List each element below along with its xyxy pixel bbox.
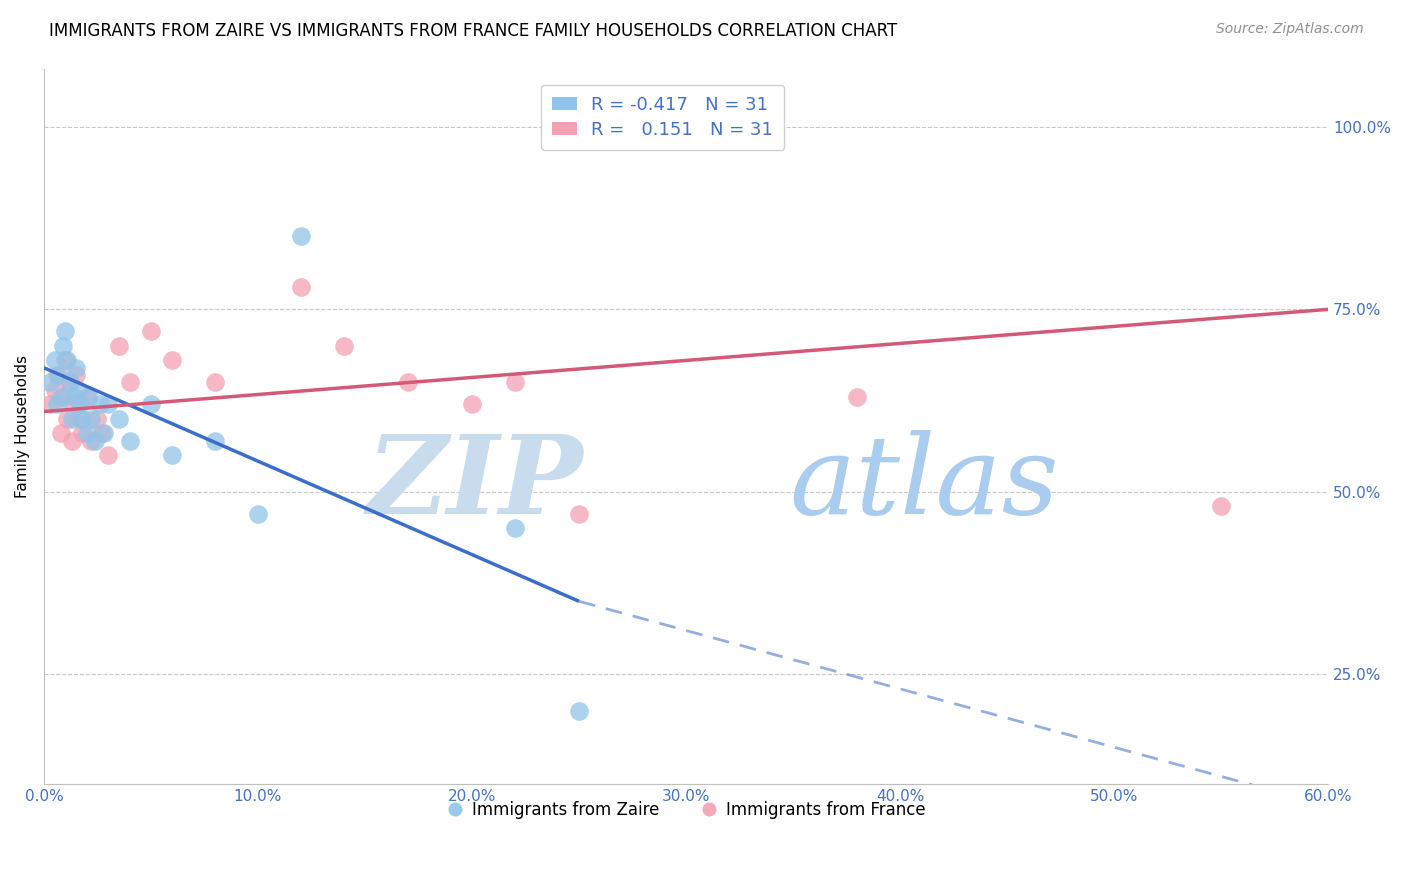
- Point: [107, 339, 129, 353]
- Point: [93, 426, 115, 441]
- Point: [80, 434, 103, 448]
- Point: [63, 390, 86, 404]
- Point: [290, 229, 312, 244]
- Point: [39, 376, 62, 390]
- Point: [461, 397, 484, 411]
- Point: [396, 376, 419, 390]
- Point: [118, 376, 141, 390]
- Point: [89, 397, 111, 411]
- Point: [53, 324, 76, 338]
- Point: [60, 412, 83, 426]
- Point: [204, 434, 226, 448]
- Point: [45, 397, 67, 411]
- Point: [72, 426, 94, 441]
- Point: [162, 448, 184, 462]
- Point: [56, 412, 79, 426]
- Point: [45, 368, 67, 382]
- Point: [139, 397, 162, 411]
- Point: [76, 390, 98, 404]
- Text: ZIP: ZIP: [367, 430, 583, 537]
- Point: [48, 368, 70, 382]
- Point: [503, 376, 526, 390]
- Point: [60, 434, 83, 448]
- Point: [39, 397, 62, 411]
- Point: [49, 426, 72, 441]
- Point: [332, 339, 354, 353]
- Point: [290, 280, 312, 294]
- Point: [77, 390, 100, 404]
- Point: [139, 324, 162, 338]
- Point: [1211, 500, 1233, 514]
- Point: [568, 507, 591, 521]
- Point: [69, 397, 91, 411]
- Text: atlas: atlas: [789, 430, 1059, 537]
- Point: [97, 397, 120, 411]
- Point: [65, 360, 87, 375]
- Point: [107, 412, 129, 426]
- Point: [56, 353, 79, 368]
- Point: [69, 412, 91, 426]
- Point: [76, 426, 98, 441]
- Text: IMMIGRANTS FROM ZAIRE VS IMMIGRANTS FROM FRANCE FAMILY HOUSEHOLDS CORRELATION CH: IMMIGRANTS FROM ZAIRE VS IMMIGRANTS FROM…: [49, 22, 897, 40]
- Point: [58, 376, 80, 390]
- Point: [246, 507, 269, 521]
- Point: [204, 376, 226, 390]
- Point: [162, 353, 184, 368]
- Point: [53, 353, 76, 368]
- Point: [84, 434, 107, 448]
- Legend: Immigrants from Zaire, Immigrants from France: Immigrants from Zaire, Immigrants from F…: [440, 794, 932, 825]
- Point: [86, 412, 108, 426]
- Point: [568, 704, 591, 718]
- Point: [52, 339, 75, 353]
- Point: [97, 448, 120, 462]
- Point: [44, 383, 66, 397]
- Point: [90, 426, 112, 441]
- Point: [63, 397, 86, 411]
- Point: [52, 390, 75, 404]
- Y-axis label: Family Households: Family Households: [15, 355, 30, 498]
- Point: [58, 376, 80, 390]
- Point: [44, 353, 66, 368]
- Point: [67, 383, 90, 397]
- Point: [118, 434, 141, 448]
- Point: [65, 368, 87, 382]
- Point: [49, 390, 72, 404]
- Point: [80, 412, 103, 426]
- Point: [503, 521, 526, 535]
- Point: [72, 412, 94, 426]
- Point: [846, 390, 869, 404]
- Text: Source: ZipAtlas.com: Source: ZipAtlas.com: [1216, 22, 1364, 37]
